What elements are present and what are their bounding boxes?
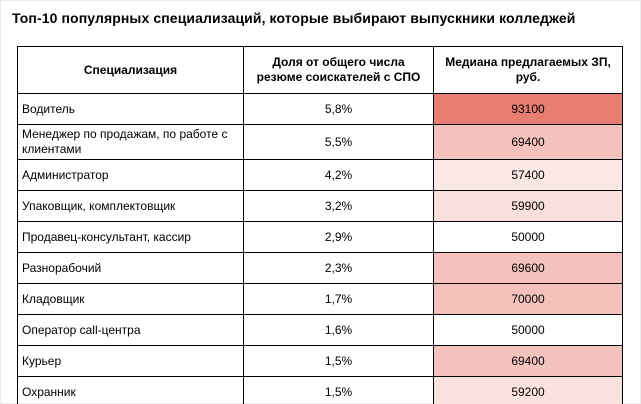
salary-cell: 70000 xyxy=(433,283,623,315)
table-row: Разнорабочий 2,3% 69600 xyxy=(17,252,623,284)
salary-cell: 59900 xyxy=(433,190,623,222)
share-cell: 2,9% xyxy=(243,221,434,253)
table-row: Курьер 1,5% 69400 xyxy=(17,345,623,377)
column-header-share: Доля от общего числа резюме соискателей … xyxy=(243,46,434,94)
share-cell: 2,3% xyxy=(243,252,434,284)
salary-cell: 93100 xyxy=(433,93,623,125)
share-cell: 5,8% xyxy=(243,93,434,125)
specialization-cell: Менеджер по продажам, по работе с клиент… xyxy=(17,124,244,160)
salary-cell: 59200 xyxy=(433,376,623,404)
salary-cell: 50000 xyxy=(433,314,623,346)
table-row: Оператор call-центра 1,6% 50000 xyxy=(17,314,623,346)
specialization-cell: Разнорабочий xyxy=(17,252,244,284)
specialization-cell: Курьер xyxy=(17,345,244,377)
specialization-cell: Администратор xyxy=(17,159,244,191)
share-cell: 1,6% xyxy=(243,314,434,346)
specialization-cell: Водитель xyxy=(17,93,244,125)
header-row: Специализация Доля от общего числа резюм… xyxy=(17,46,623,94)
page-title: Топ-10 популярных специализаций, которые… xyxy=(12,10,576,26)
table-row: Администратор 4,2% 57400 xyxy=(17,159,623,191)
table-row: Продавец-консультант, кассир 2,9% 50000 xyxy=(17,221,623,253)
share-cell: 3,2% xyxy=(243,190,434,222)
salary-cell: 57400 xyxy=(433,159,623,191)
share-cell: 4,2% xyxy=(243,159,434,191)
specialization-cell: Продавец-консультант, кассир xyxy=(17,221,244,253)
column-header-specialization: Специализация xyxy=(17,46,244,94)
table-row: Охранник 1,5% 59200 xyxy=(17,376,623,404)
table-row: Упаковщик, комплектовщик 3,2% 59900 xyxy=(17,190,623,222)
table-row: Кладовщик 1,7% 70000 xyxy=(17,283,623,315)
share-cell: 1,5% xyxy=(243,345,434,377)
share-cell: 1,7% xyxy=(243,283,434,315)
table-row: Менеджер по продажам, по работе с клиент… xyxy=(17,124,623,160)
specialization-cell: Кладовщик xyxy=(17,283,244,315)
table-row: Водитель 5,8% 93100 xyxy=(17,93,623,125)
salary-cell: 69400 xyxy=(433,345,623,377)
share-cell: 1,5% xyxy=(243,376,434,404)
specialization-cell: Охранник xyxy=(17,376,244,404)
salary-cell: 50000 xyxy=(433,221,623,253)
share-cell: 5,5% xyxy=(243,124,434,160)
column-header-salary: Медиана предлагаемых ЗП, руб. xyxy=(433,46,623,94)
salary-cell: 69400 xyxy=(433,124,623,160)
specialization-cell: Оператор call-центра xyxy=(17,314,244,346)
specialization-cell: Упаковщик, комплектовщик xyxy=(17,190,244,222)
specializations-table: Специализация Доля от общего числа резюм… xyxy=(17,46,623,404)
salary-cell: 69600 xyxy=(433,252,623,284)
